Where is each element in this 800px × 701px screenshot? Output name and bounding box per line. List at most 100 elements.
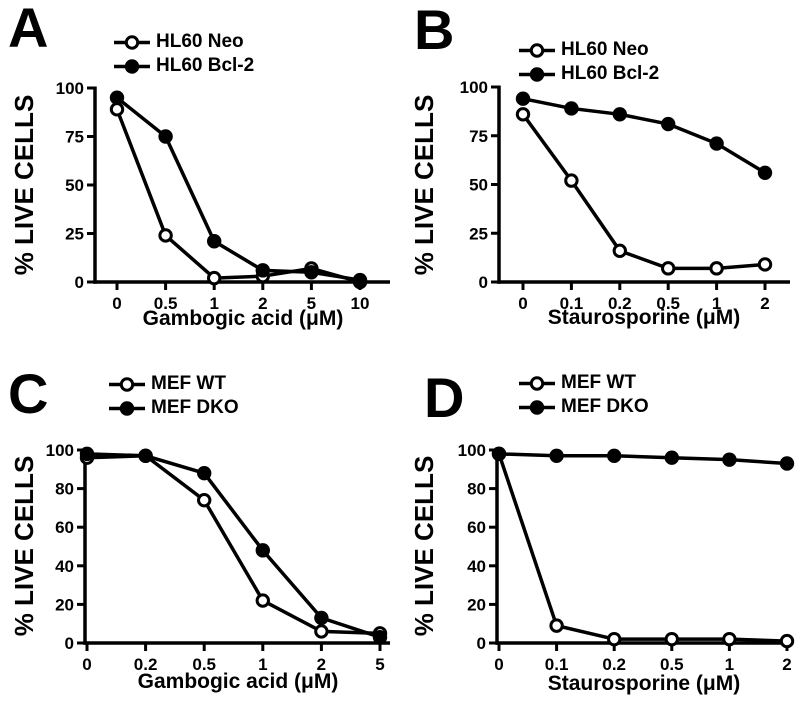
y-tick-label: 75: [469, 127, 488, 146]
data-point-mef-wt: [549, 618, 564, 633]
x-tick-label: 1: [712, 294, 721, 313]
data-point-hl60-neo: [757, 257, 773, 272]
series-line-mef-dko: [498, 452, 788, 466]
x-tick-label: 0: [518, 294, 527, 313]
data-point-mef-wt: [255, 593, 270, 608]
y-tick-label: 50: [469, 176, 488, 195]
y-tick-label: 40: [467, 557, 486, 576]
y-tick-label: 60: [467, 518, 486, 537]
data-point-hl60-bcl-2: [612, 107, 628, 122]
data-point-hl60-neo: [109, 102, 125, 117]
y-tick-label: 100: [460, 78, 488, 97]
legend-item: HL60 Neo: [518, 38, 659, 62]
legend-item: MEF WT: [108, 372, 239, 396]
data-point-mef-dko: [372, 630, 388, 645]
data-point-mef-dko: [607, 448, 622, 463]
legend-label: MEF DKO: [151, 397, 239, 418]
y-tick-label: 20: [467, 595, 486, 614]
x-tick-label: 0.2: [134, 655, 158, 674]
data-point-hl60-bcl-2: [352, 272, 368, 288]
data-point-mef-dko: [197, 465, 212, 481]
y-tick-label: 0: [65, 634, 74, 653]
y-tick-label: 100: [458, 441, 486, 460]
x-tick-label: 5: [307, 294, 316, 313]
x-axis-title: Staurosporine (μM): [547, 306, 741, 329]
x-tick-label: 0.2: [608, 294, 632, 313]
legend-label: MEF DKO: [561, 396, 649, 417]
open-circle-marker-icon: [114, 34, 150, 50]
data-point-hl60-bcl-2: [515, 91, 531, 106]
panel-a-label: A: [8, 0, 49, 59]
data-point-mef-wt: [607, 631, 622, 647]
series-line-hl60-neo: [521, 113, 766, 271]
y-tick-label: 50: [65, 176, 84, 195]
data-point-mef-wt: [664, 631, 679, 647]
data-point-hl60-neo: [515, 107, 531, 122]
data-point-mef-dko: [549, 448, 564, 463]
data-point-mef-dko: [138, 448, 153, 463]
x-tick-label: 0.1: [545, 655, 569, 674]
y-tick-label: 0: [477, 634, 486, 653]
series-line-mef-wt: [86, 454, 381, 636]
x-tick-label: 0: [112, 294, 121, 313]
filled-circle-marker-icon: [519, 66, 555, 82]
data-point-mef-dko: [491, 446, 507, 462]
x-tick-label: 2: [760, 294, 769, 313]
x-tick-label: 10: [351, 294, 370, 313]
filled-circle-marker-icon: [109, 400, 145, 416]
data-point-hl60-neo: [612, 243, 628, 259]
panel-a-legend: HL60 Neo HL60 Bcl-2: [113, 30, 254, 78]
y-tick-label: 40: [55, 557, 74, 576]
x-tick-label: 1: [258, 655, 267, 674]
data-point-hl60-bcl-2: [207, 234, 222, 249]
x-tick-label: 1: [725, 655, 734, 674]
panel-c-legend: MEF WT MEF DKO: [108, 372, 239, 420]
y-tick-label: 25: [65, 225, 84, 244]
chart-canvas-c: 0 20 40 60 80 100 0 0.2 0.5 1 2 5: [46, 441, 390, 674]
legend-item: HL60 Bcl-2: [518, 62, 659, 86]
data-point-hl60-bcl-2: [255, 263, 270, 278]
x-tick-label: 2: [258, 294, 267, 313]
panel-d-legend: MEF WT MEF DKO: [518, 371, 649, 419]
y-tick-label: 0: [479, 273, 488, 292]
series-line-mef-wt: [497, 453, 788, 643]
panel-a: A HL60 Neo HL60 Bcl-2 % LIVE CELLS 0 25 50…: [0, 0, 400, 351]
panel-b-label: B: [414, 0, 455, 61]
legend-label: HL60 Bcl-2: [156, 55, 255, 76]
y-tick-label: 80: [55, 480, 74, 499]
legend-item: MEF DKO: [108, 396, 239, 420]
x-tick-label: 2: [782, 655, 791, 674]
panel-c-label: C: [8, 362, 49, 425]
x-tick-label: 1: [209, 294, 218, 313]
chart-canvas-b: 0 25 50 75 100 0 0.1 0.2 0.5 1 2: [460, 78, 790, 313]
y-tick-label: 60: [55, 518, 74, 537]
data-point-hl60-bcl-2: [709, 136, 724, 151]
series-line-hl60-bcl-2: [522, 96, 766, 175]
data-point-hl60-bcl-2: [109, 90, 125, 105]
data-point-mef-wt: [314, 624, 329, 639]
data-point-mef-dko: [722, 452, 737, 467]
legend-label: MEF WT: [151, 373, 226, 394]
data-point-mef-wt: [722, 631, 737, 647]
legend-label: HL60 Neo: [156, 31, 244, 52]
data-point-hl60-neo: [709, 261, 724, 276]
y-tick-label: 20: [55, 595, 74, 614]
data-point-hl60-neo: [661, 261, 676, 276]
y-tick-label: 100: [46, 441, 74, 460]
panel-d: D MEF WT MEF DKO % LIVE CELLS 0 20 40 60 80 1…: [400, 350, 800, 701]
legend-label: HL60 Bcl-2: [561, 63, 660, 84]
panel-c: C MEF WT MEF DKO % LIVE CELLS 0 20 40 60 80 1…: [0, 350, 400, 701]
data-point-mef-dko: [664, 450, 679, 465]
legend-label: HL60 Neo: [561, 39, 649, 60]
x-axis-title: Gambogic acid (μM): [142, 307, 344, 330]
x-tick-label: 2: [317, 655, 326, 674]
data-point-mef-dko: [779, 456, 795, 471]
y-tick-label: 75: [65, 128, 84, 147]
legend-item: MEF WT: [518, 371, 649, 395]
data-point-mef-dko: [255, 543, 270, 558]
series-line-hl60-bcl-2: [115, 96, 361, 282]
x-tick-label: 0.5: [660, 655, 684, 674]
data-point-hl60-bcl-2: [661, 116, 676, 132]
legend-item: MEF DKO: [518, 395, 649, 419]
